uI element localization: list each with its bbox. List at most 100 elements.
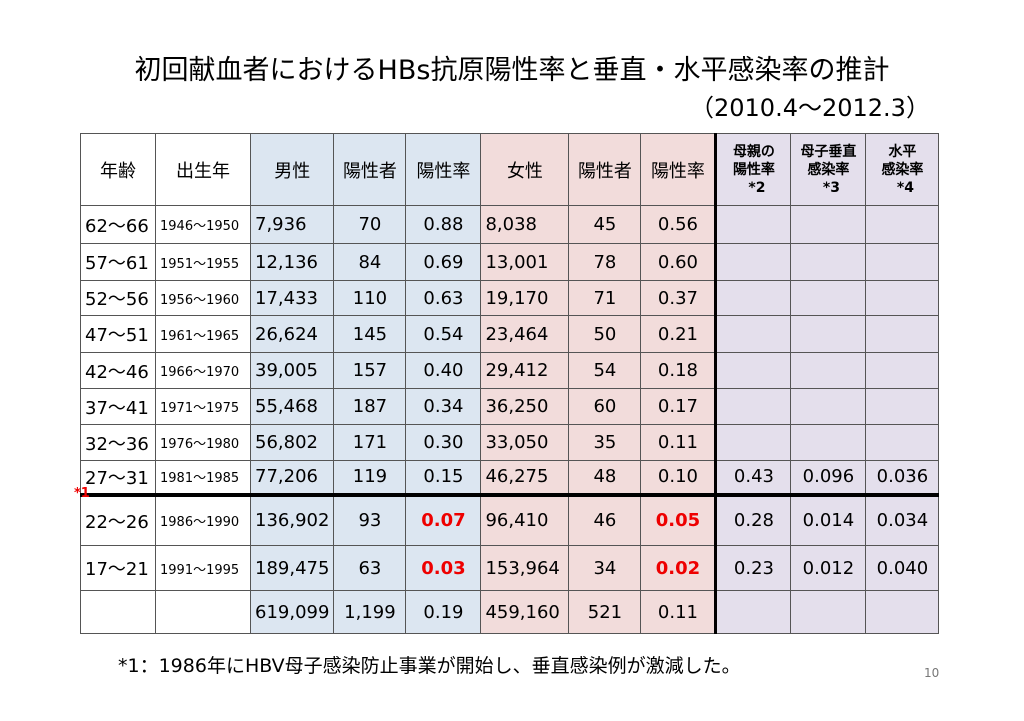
cell: 17～21 [80,545,156,591]
cell [790,315,867,353]
cell: 0.11 [640,424,717,461]
cell [714,243,792,281]
cell: 0.54 [405,315,482,353]
cell [865,243,940,281]
cell [790,590,867,634]
header-cell: 男性 [249,133,335,206]
cell: 12,136 [249,243,335,281]
cell: 23,464 [480,315,570,353]
cell: 0.21 [640,315,717,353]
row: 52～56 1956～1960 17,433 110 0.63 19,170 71 0.37 [80,280,940,316]
header-cell: 陽性率 [405,133,482,206]
cell: 70 [333,205,407,244]
cell: 37～41 [80,388,156,425]
cell [714,590,792,634]
cell [790,352,867,389]
row: 619,099 1,199 0.19 459,160 521 0.11 [80,590,940,634]
header-text: 感染率 [881,161,924,178]
row: 42～46 1966～1970 39,005 157 0.40 29,412 54 0.18 [80,352,940,389]
cell [865,205,940,244]
cell: 7,936 [249,205,335,244]
row: 37～41 1971～1975 55,468 187 0.34 36,250 60 0.17 [80,388,940,425]
note: *2 [748,179,766,196]
cell: 187 [333,388,407,425]
cell: 0.30 [405,424,482,461]
cell: 1951～1955 [155,243,251,281]
cell: 171 [333,424,407,461]
cell: 157 [333,352,407,389]
cell: 39,005 [249,352,335,389]
cell [790,280,867,316]
cell: 42～46 [80,352,156,389]
cell [155,590,251,634]
cell [865,590,940,634]
cell: 46,275 [480,460,570,497]
cell [790,388,867,425]
cell: 33,050 [480,424,570,461]
header-text: 水平 [888,143,917,160]
cell [714,280,792,316]
cell: 136,902 [249,494,335,546]
cell: 0.28 [714,494,792,546]
cell: 0.07 [405,494,482,546]
cell: 0.88 [405,205,482,244]
row: 47～51 1961～1965 26,624 145 0.54 23,464 50 0.21 [80,315,940,353]
cell: 0.014 [790,494,867,546]
header-cell: 出生年 [155,133,251,206]
cell [865,280,940,316]
cell: 0.096 [790,460,867,497]
cell: 0.60 [640,243,717,281]
row: 17～21 1991～1995 189,475 63 0.03 153,964 34 0.02… [80,545,940,591]
cell: 119 [333,460,407,497]
cell: 153,964 [480,545,570,591]
header-text: 陽性者 [342,160,397,182]
cell: 0.40 [405,352,482,389]
cell [714,424,792,461]
cell [865,352,940,389]
cell: 0.69 [405,243,482,281]
header-text: 母親の [732,143,775,160]
row: 57～61 1951～1955 12,136 84 0.69 13,001 78 0.60 [80,243,940,281]
cell: 110 [333,280,407,316]
cell: 0.37 [640,280,717,316]
cell: 459,160 [480,590,570,634]
header-text: 感染率 [807,161,850,178]
cell: 46 [568,494,642,546]
title: 初回献血者におけるHBs抗原陽性率と垂直・水平感染率の推計 [134,55,890,86]
cell: 0.05 [640,494,717,546]
cell: 71 [568,280,642,316]
cell: 1991～1995 [155,545,251,591]
cell: 0.23 [714,545,792,591]
cell: 22～26 [80,494,156,546]
header-text: 陽性率 [732,161,775,178]
cell: 19,170 [480,280,570,316]
cell: 34 [568,545,642,591]
cell: 1986～1990 [155,494,251,546]
cell: 1946～1950 [155,205,251,244]
cell [714,205,792,244]
cell: 619,099 [249,590,335,634]
header-text: 陽性者 [577,160,632,182]
note: *3 [822,179,840,196]
cell: 0.034 [865,494,940,546]
header-text: 出生年 [176,160,230,182]
footnote: *1：1986年にHBV母子感染防止事業が開始し、垂直感染例が激減した。 [118,655,741,677]
header-text: 年齢 [100,160,136,182]
row: 62～66 1946～1950 7,936 70 0.88 8,038 45 0.56 [80,205,940,244]
header-text: 陽性率 [650,160,705,182]
cell: 0.43 [714,460,792,497]
cell: 189,475 [249,545,335,591]
subtitle: （2010.4～2012.3） [690,94,930,122]
cell: 0.17 [640,388,717,425]
cell: 50 [568,315,642,353]
header-cell: 陽性者 [333,133,407,206]
cell: 0.03 [405,545,482,591]
cell: 1976～1980 [155,424,251,461]
header-cell: 母子垂直 感染率 *3 [790,133,867,206]
data-table: 年齢 出生年 男性 陽性者 陽性率 女性 陽性者 陽性率 母親の 陽性率 *2 母子垂直 感染率 *3 水平… [80,133,940,634]
cell: 0.10 [640,460,717,497]
cell [790,205,867,244]
cell: 63 [333,545,407,591]
cell [714,352,792,389]
